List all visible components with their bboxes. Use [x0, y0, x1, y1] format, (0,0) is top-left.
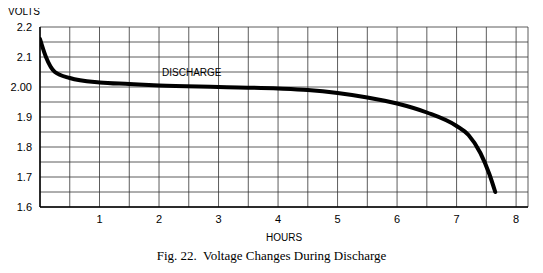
svg-text:1.7: 1.7: [17, 171, 32, 183]
svg-text:2.00: 2.00: [11, 81, 32, 93]
svg-text:1.9: 1.9: [17, 111, 32, 123]
svg-text:1.6: 1.6: [17, 201, 32, 213]
svg-text:3: 3: [215, 213, 221, 225]
svg-text:5: 5: [334, 213, 340, 225]
html-text:Fig. 22. Voltage Changes Durin: Fig. 22. Voltage Changes During Discharg…: [156, 248, 387, 263]
svg-text:2.2: 2.2: [17, 21, 32, 33]
svg-text:7: 7: [454, 213, 460, 225]
svg-text:4: 4: [275, 213, 281, 225]
svg-text:HOURS: HOURS: [266, 232, 302, 243]
svg-text:1.8: 1.8: [17, 141, 32, 153]
svg-text:2: 2: [156, 213, 162, 225]
svg-text:1: 1: [96, 213, 102, 225]
svg-text:6: 6: [394, 213, 400, 225]
svg-text:DISCHARGE: DISCHARGE: [162, 67, 222, 78]
svg-text:2.1: 2.1: [17, 51, 32, 63]
svg-text:8: 8: [513, 213, 519, 225]
svg-text:VOLTS: VOLTS: [8, 8, 40, 17]
